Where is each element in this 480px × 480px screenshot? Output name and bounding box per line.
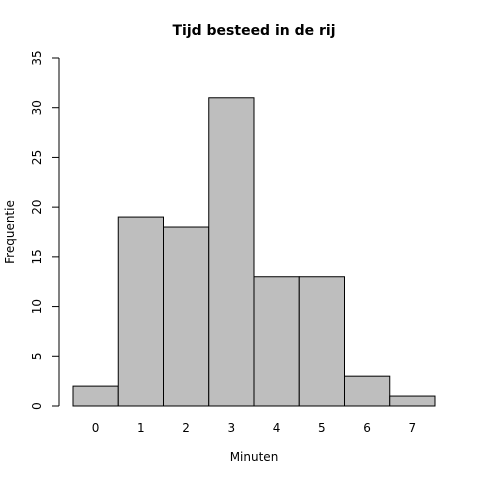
chart-title: Tijd besteed in de rij [172,23,335,39]
bar-1 [117,216,164,407]
bars-group [72,97,436,407]
bar-7 [389,395,436,407]
y-tick-label-30: 30 [30,100,44,115]
x-tick-label-2: 2 [182,421,190,435]
x-tick-label-0: 0 [92,421,100,435]
bar-4 [253,276,300,407]
bar-5 [298,276,345,407]
y-tick-label-0: 0 [30,402,44,410]
y-axis-label: Frequentie [3,200,17,264]
x-tick-labels: 0 1 2 3 4 5 6 7 [92,421,416,435]
x-tick-label-7: 7 [409,421,417,435]
x-tick-label-1: 1 [137,421,145,435]
x-tick-label-3: 3 [228,421,236,435]
bar-0 [72,385,119,407]
bar-3 [208,97,255,407]
y-tick-label-25: 25 [30,150,44,165]
bar-2 [163,226,210,407]
x-axis-label: Minuten [230,450,279,464]
y-tick-label-10: 10 [30,299,44,314]
x-tick-label-5: 5 [318,421,326,435]
x-tick-label-6: 6 [363,421,371,435]
y-tick-label-15: 15 [30,249,44,264]
x-tick-label-4: 4 [273,421,281,435]
y-axis: 0 5 10 15 20 25 30 35 [30,50,60,410]
y-tick-label-5: 5 [30,352,44,360]
y-tick-label-20: 20 [30,200,44,215]
y-tick-label-35: 35 [30,50,44,65]
bar-6 [344,375,391,407]
